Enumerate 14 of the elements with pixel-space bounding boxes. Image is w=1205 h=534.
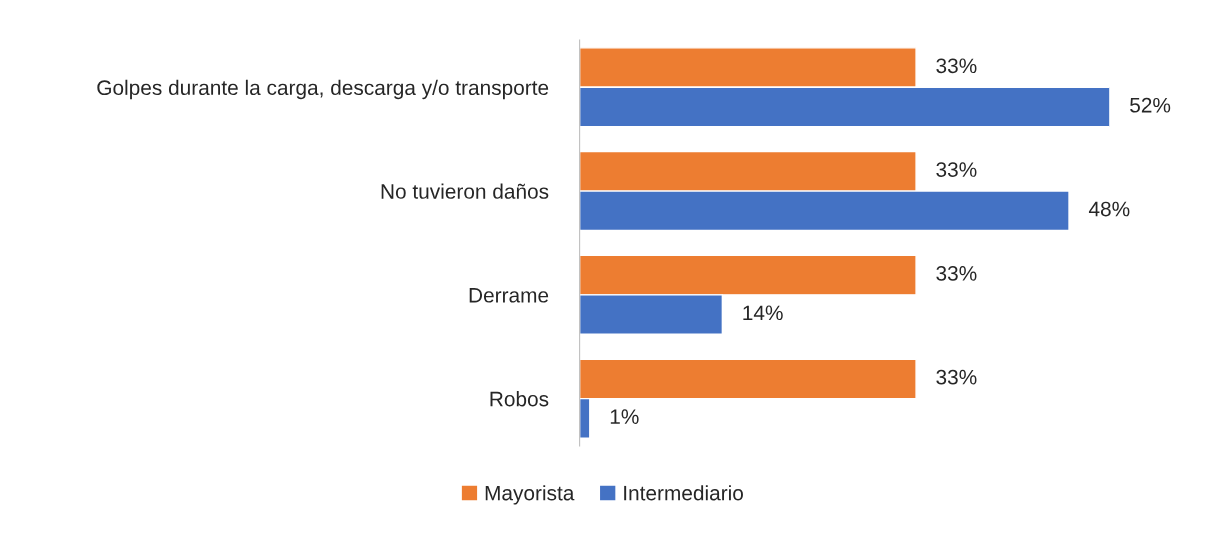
legend-label: Mayorista [485, 485, 575, 505]
data-label: 14% [743, 305, 783, 321]
y-tick-label: Robos [490, 391, 549, 407]
data-label: 33% [936, 162, 977, 177]
data-label: 33% [936, 265, 977, 281]
data-label: 33% [936, 369, 977, 385]
data-label: 1% [610, 409, 639, 424]
legend-label: Intermediario [624, 485, 743, 501]
y-tick-label: Derrame [469, 288, 549, 303]
y-tick-label: No tuvieron daños [381, 183, 549, 199]
y-tick-label: Golpes durante la carga, descarga y/o transporte [97, 79, 549, 100]
data-label: 48% [1088, 201, 1130, 217]
data-label: 52% [1130, 97, 1171, 113]
data-label: 33% [936, 58, 977, 74]
